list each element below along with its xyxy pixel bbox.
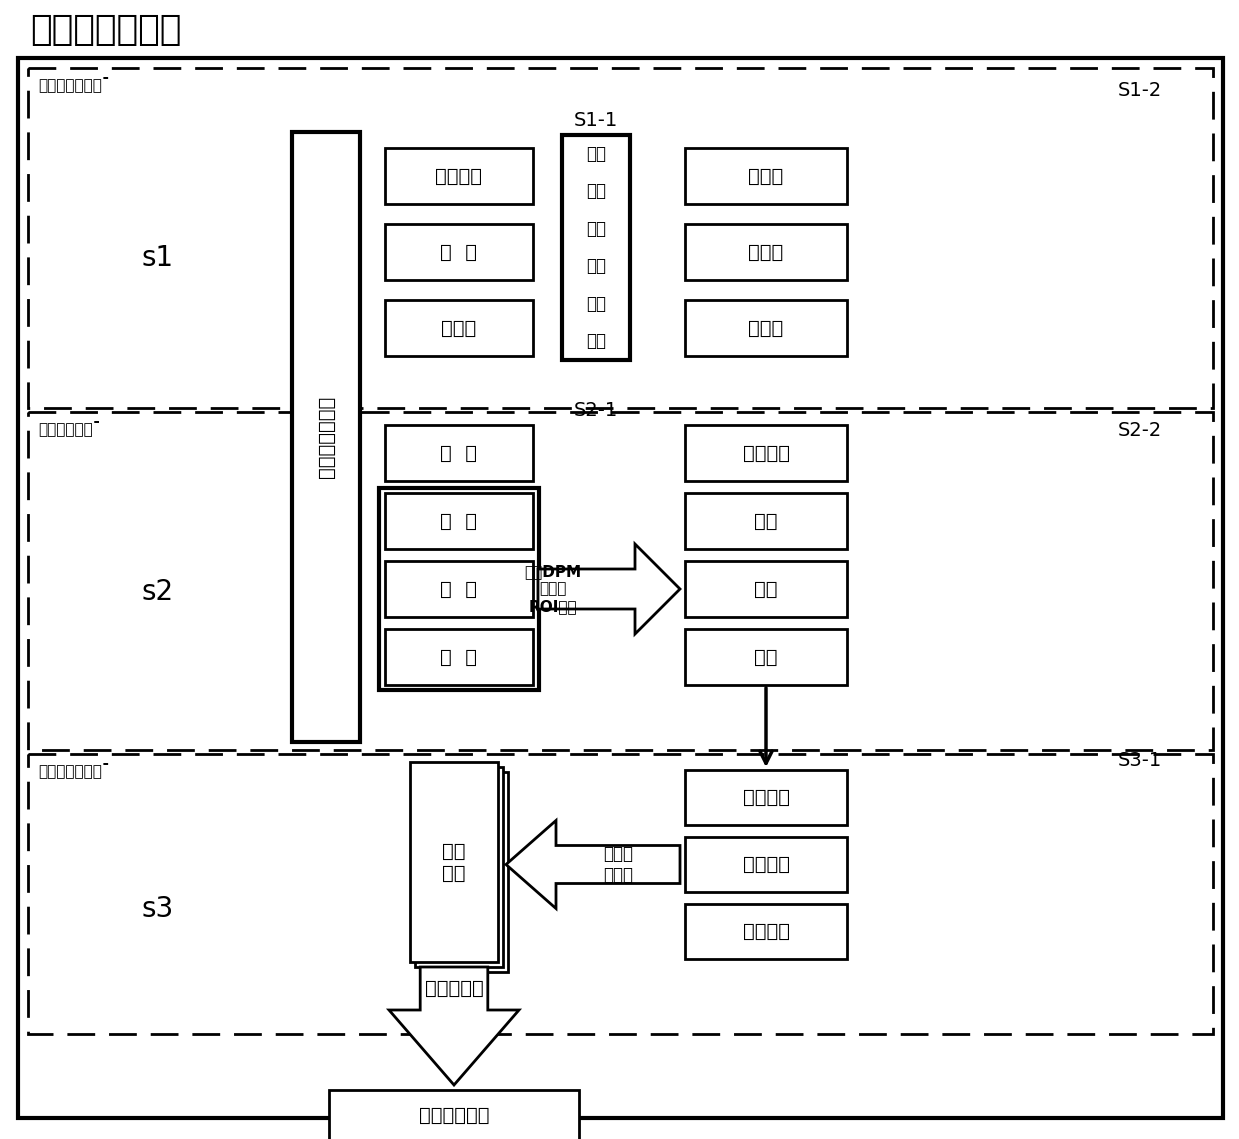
Bar (385, 300, 533, 357)
Bar (292, 132, 361, 741)
Text: 车装具: 车装具 (748, 166, 783, 186)
Text: 车品牌: 车品牌 (441, 319, 477, 337)
Bar (685, 562, 847, 617)
Bar (563, 136, 629, 360)
Text: 车  型: 车 型 (441, 243, 477, 262)
Text: 颜色特征: 颜色特征 (742, 788, 789, 808)
Bar (385, 493, 533, 549)
Text: 机器视觉特征层¯: 机器视觉特征层¯ (38, 762, 109, 778)
Bar (685, 770, 847, 825)
Bar (28, 412, 1213, 749)
Text: s2: s2 (142, 577, 173, 606)
Bar (410, 762, 498, 962)
Bar (685, 300, 847, 357)
Polygon shape (506, 820, 680, 909)
Text: 摆件: 摆件 (755, 580, 778, 598)
Text: 车身颜色: 车身颜色 (435, 166, 482, 186)
Bar (685, 148, 847, 204)
Bar (685, 224, 847, 280)
Text: 车  顶: 车 顶 (441, 580, 477, 598)
Text: 化特: 化特 (586, 220, 606, 238)
Text: 车辆个性化检索: 车辆个性化检索 (30, 13, 181, 47)
Bar (28, 68, 1213, 408)
Bar (385, 425, 533, 481)
Bar (28, 754, 1213, 1034)
Text: 遮阳板: 遮阳板 (748, 243, 783, 262)
Text: 梯度特征: 梯度特征 (742, 921, 789, 941)
Text: 个性化特征层¯: 个性化特征层¯ (38, 420, 100, 436)
Text: 车  脸: 车 脸 (441, 647, 477, 666)
Bar (385, 562, 533, 617)
Bar (385, 148, 533, 204)
Text: s3: s3 (142, 895, 175, 923)
Bar (415, 767, 503, 967)
Bar (685, 904, 847, 959)
Bar (385, 629, 533, 685)
Text: s1: s1 (142, 244, 173, 272)
Bar (420, 772, 508, 972)
Text: 征结: 征结 (586, 257, 606, 276)
Text: S2-1: S2-1 (574, 402, 618, 420)
Text: 基于DPM
模型的
ROI估算: 基于DPM 模型的 ROI估算 (524, 564, 581, 614)
Text: 车辆结构化描述: 车辆结构化描述 (316, 396, 336, 478)
Text: 检索条件过滤层¯: 检索条件过滤层¯ (38, 76, 109, 92)
Polygon shape (389, 967, 519, 1085)
Text: 车  窗: 车 窗 (441, 511, 477, 531)
Text: S3-1: S3-1 (1118, 751, 1162, 770)
Text: 年检标志: 年检标志 (742, 443, 789, 462)
Text: 描述: 描述 (586, 333, 606, 351)
Text: 特征选
取组合: 特征选 取组合 (603, 845, 633, 884)
Text: 挂饰: 挂饰 (755, 511, 778, 531)
Bar (685, 493, 847, 549)
Text: 贴纸: 贴纸 (755, 647, 778, 666)
Text: 个性: 个性 (586, 182, 606, 200)
Bar (379, 487, 539, 690)
Text: 相似度排序: 相似度排序 (425, 980, 483, 998)
Text: 纹理特征: 纹理特征 (742, 855, 789, 874)
Text: 构化: 构化 (586, 295, 606, 313)
Text: 车辆: 车辆 (586, 145, 606, 163)
Text: S2-2: S2-2 (1118, 420, 1162, 440)
Polygon shape (538, 544, 680, 634)
Bar (385, 224, 533, 280)
Text: 车  朝: 车 朝 (441, 443, 477, 462)
Bar (685, 837, 847, 892)
Text: 安全带: 安全带 (748, 319, 783, 337)
Text: S1-1: S1-1 (574, 110, 618, 130)
Bar (685, 425, 847, 481)
Text: 检索结果输出: 检索结果输出 (419, 1106, 489, 1124)
Bar (330, 1090, 579, 1139)
Text: S1-2: S1-2 (1118, 81, 1162, 99)
Bar (685, 629, 847, 685)
Text: 仿任
矢量: 仿任 矢量 (442, 842, 466, 883)
